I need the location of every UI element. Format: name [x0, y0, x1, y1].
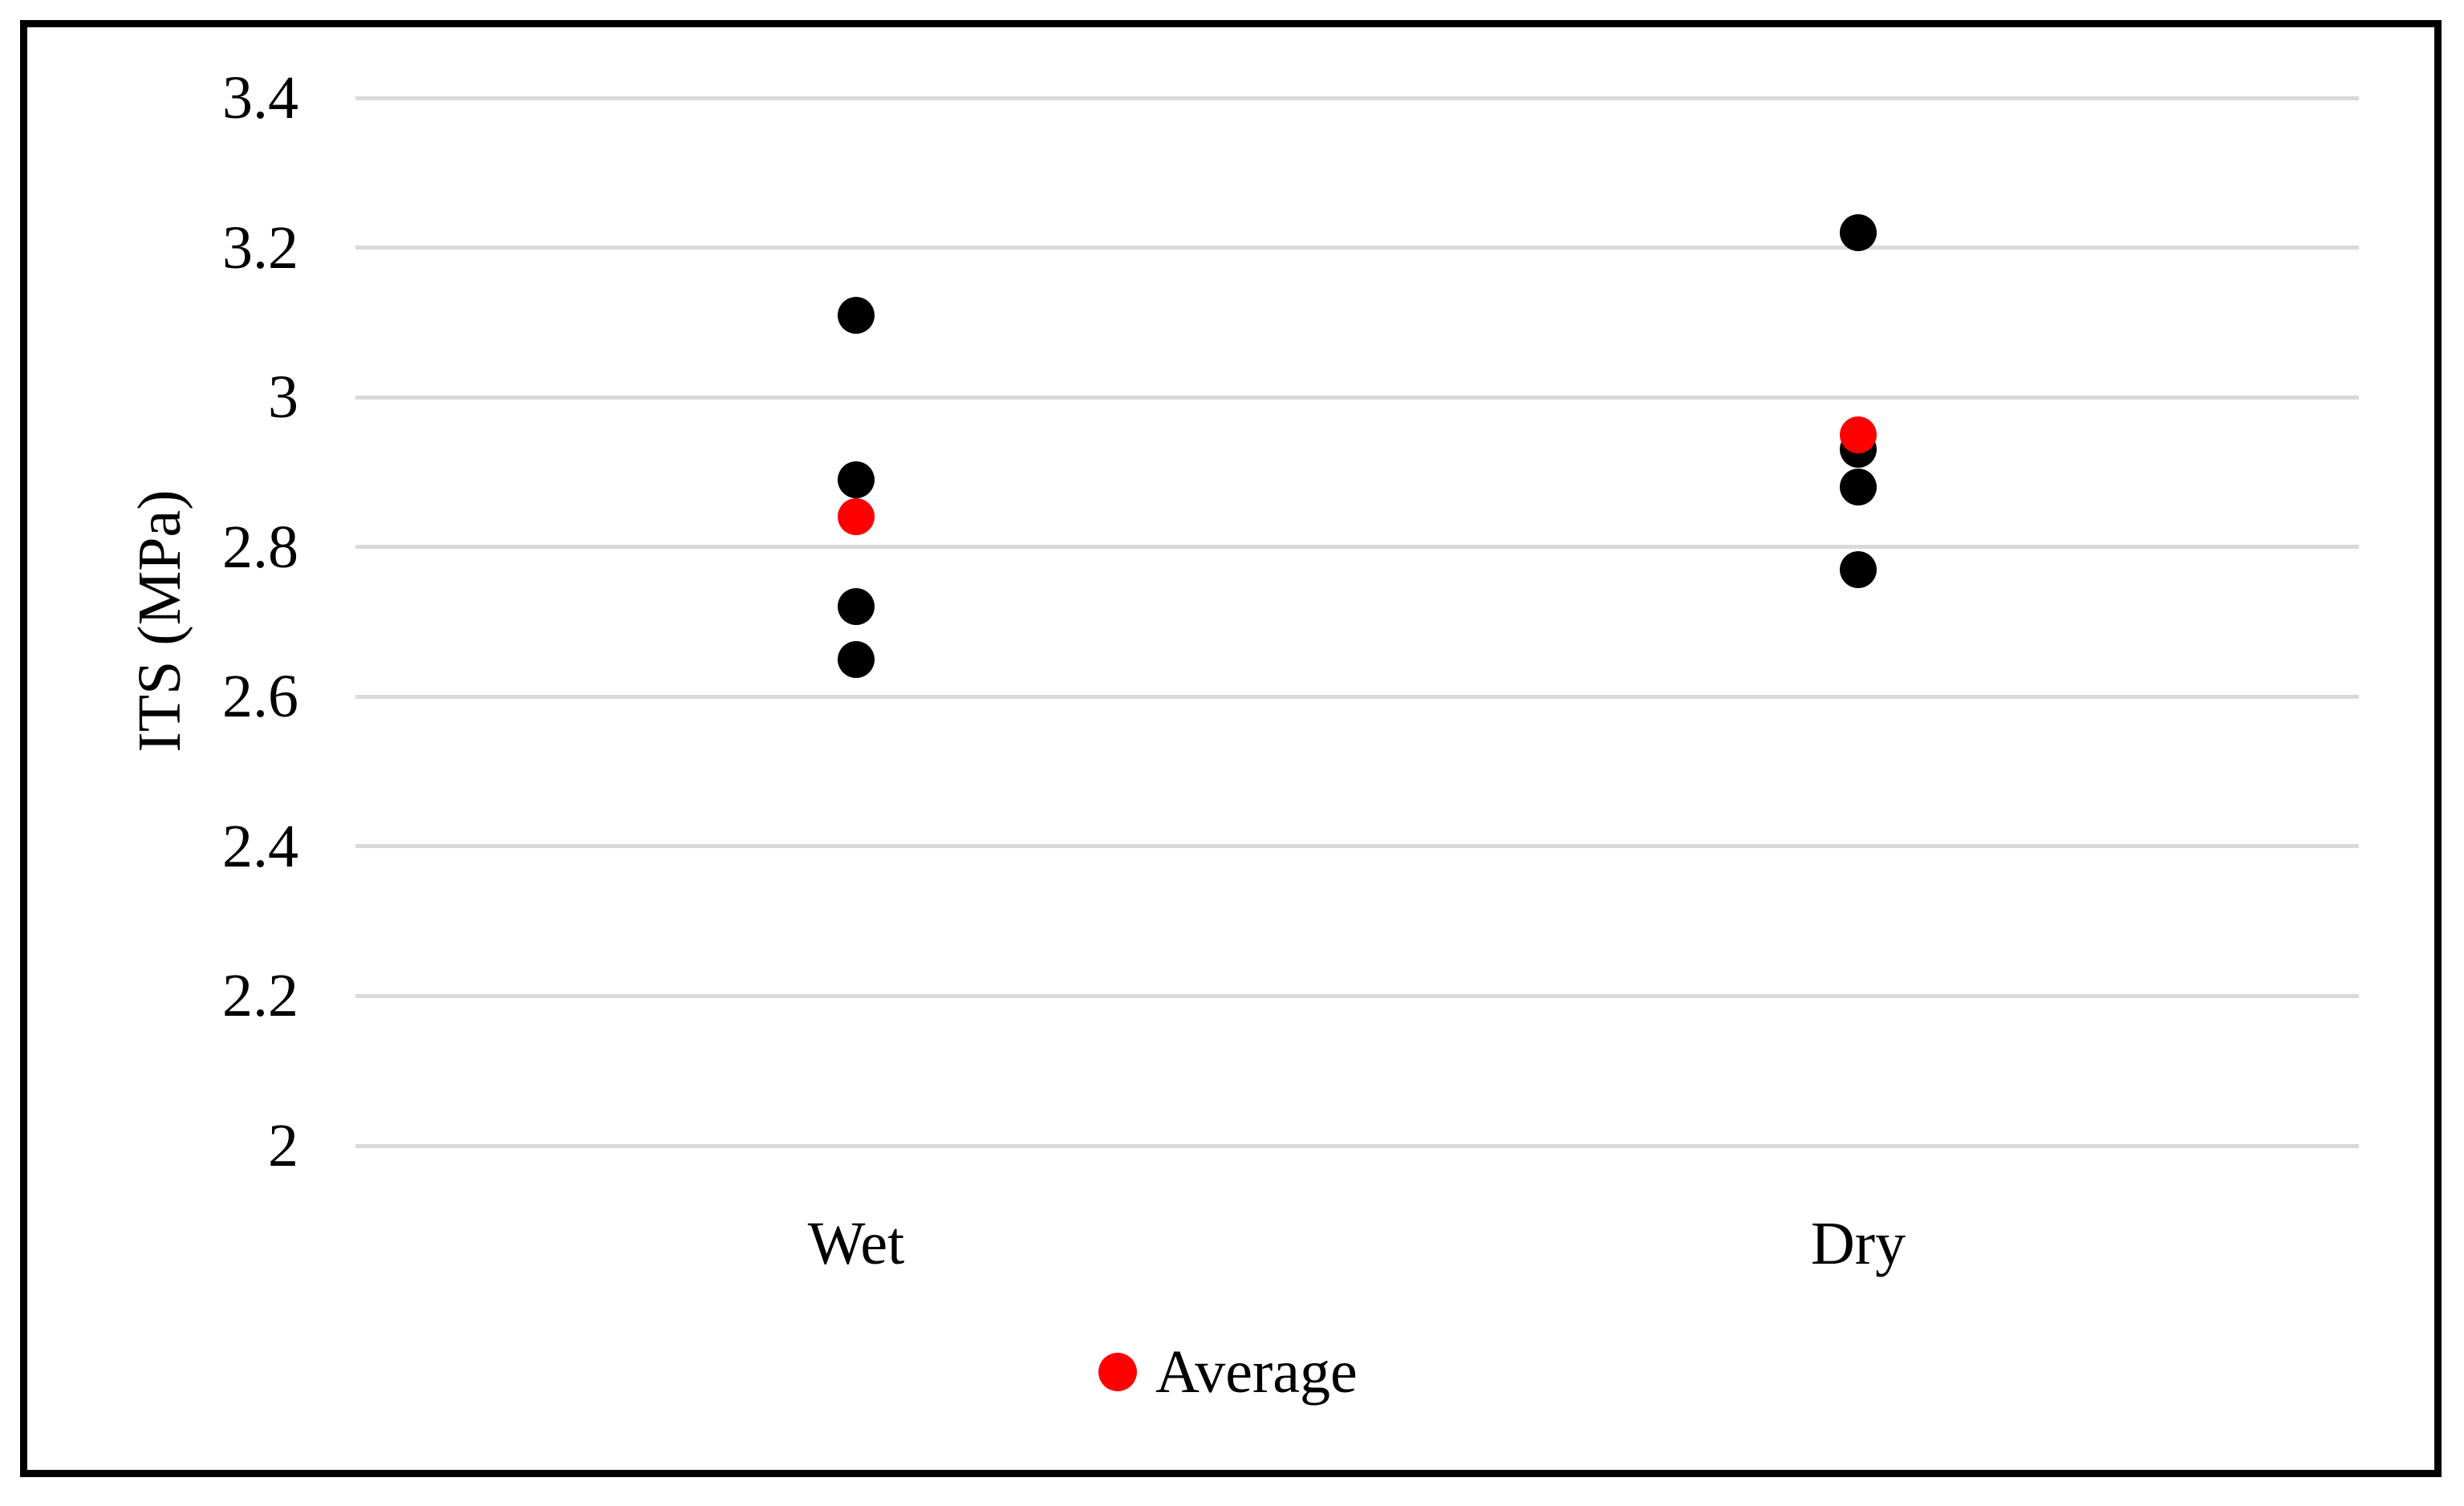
y-tick-label: 2 — [268, 1112, 298, 1179]
y-tick-label: 3.4 — [222, 64, 298, 132]
data-point — [1839, 469, 1877, 506]
data-point — [1839, 213, 1877, 251]
gridline — [355, 993, 2359, 998]
chart-frame — [20, 20, 2442, 1477]
data-point — [838, 640, 875, 678]
data-point — [838, 296, 875, 334]
gridline — [355, 95, 2359, 100]
data-point — [838, 588, 875, 626]
gridline — [355, 545, 2359, 550]
average-point — [838, 498, 875, 536]
gridline — [355, 395, 2359, 400]
y-tick-label: 3.2 — [222, 213, 298, 282]
gridline — [355, 694, 2359, 699]
average-point — [1839, 416, 1877, 453]
data-point — [838, 461, 875, 498]
y-tick-label: 3 — [268, 363, 298, 432]
y-tick-label: 2.8 — [222, 513, 298, 581]
y-tick-label: 2.6 — [222, 663, 298, 731]
category-label-wet: Wet — [807, 1210, 905, 1277]
gridline — [355, 1143, 2359, 1148]
gridline — [355, 246, 2359, 250]
data-point — [1839, 550, 1877, 588]
y-tick-label: 2.4 — [222, 812, 298, 880]
y-tick-label: 2.2 — [222, 962, 298, 1030]
gridline — [355, 844, 2359, 849]
category-label-dry: Dry — [1810, 1210, 1906, 1277]
